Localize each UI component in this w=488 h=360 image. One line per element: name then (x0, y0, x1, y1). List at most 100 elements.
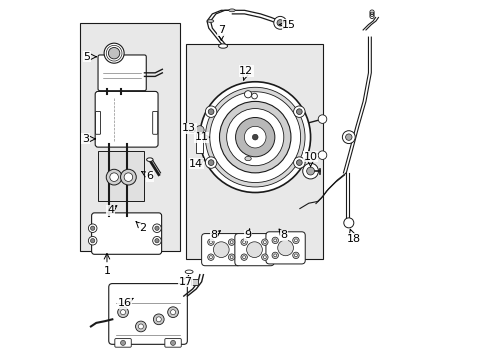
Circle shape (209, 92, 300, 183)
Ellipse shape (228, 9, 235, 12)
Circle shape (292, 237, 299, 244)
Circle shape (261, 239, 267, 246)
Bar (196, 132, 203, 153)
Circle shape (246, 242, 262, 257)
Circle shape (261, 254, 267, 260)
Circle shape (230, 241, 233, 244)
FancyBboxPatch shape (115, 339, 131, 347)
Circle shape (213, 242, 229, 257)
Text: 2: 2 (139, 223, 146, 233)
Circle shape (124, 173, 132, 181)
Circle shape (241, 254, 247, 260)
Circle shape (90, 226, 95, 230)
Circle shape (207, 239, 214, 246)
Text: 7: 7 (217, 25, 224, 35)
FancyBboxPatch shape (152, 111, 157, 134)
Circle shape (252, 134, 258, 140)
Ellipse shape (218, 44, 227, 48)
Circle shape (342, 131, 354, 144)
Text: 5: 5 (83, 52, 90, 62)
Circle shape (293, 157, 305, 168)
Circle shape (277, 240, 293, 256)
Circle shape (208, 109, 214, 114)
Circle shape (263, 256, 266, 258)
Text: 10: 10 (303, 152, 317, 162)
Text: 15: 15 (282, 19, 296, 30)
Circle shape (244, 126, 265, 148)
Circle shape (207, 254, 214, 260)
Text: 12: 12 (239, 66, 253, 76)
Circle shape (155, 239, 159, 243)
Circle shape (110, 173, 118, 181)
Circle shape (205, 157, 216, 168)
Text: 8: 8 (280, 230, 287, 240)
Circle shape (276, 19, 283, 26)
Circle shape (156, 317, 161, 322)
FancyBboxPatch shape (95, 111, 101, 134)
Circle shape (230, 256, 233, 258)
Circle shape (318, 151, 326, 159)
Circle shape (273, 239, 276, 242)
Circle shape (228, 254, 234, 260)
Circle shape (271, 237, 278, 244)
Circle shape (200, 82, 310, 193)
Circle shape (343, 218, 353, 228)
Text: 11: 11 (194, 132, 208, 142)
Circle shape (209, 241, 212, 244)
Circle shape (104, 43, 124, 63)
Text: 17: 17 (178, 277, 192, 287)
FancyBboxPatch shape (201, 234, 241, 266)
Text: 8: 8 (210, 230, 217, 240)
Circle shape (242, 256, 245, 258)
Circle shape (118, 307, 128, 318)
Circle shape (108, 48, 120, 59)
Circle shape (152, 237, 161, 245)
FancyBboxPatch shape (164, 339, 181, 347)
Circle shape (152, 224, 161, 233)
Circle shape (153, 314, 164, 325)
Text: 16: 16 (118, 298, 132, 308)
Circle shape (292, 252, 299, 258)
Circle shape (263, 241, 266, 244)
Circle shape (219, 102, 290, 173)
Circle shape (273, 17, 286, 29)
Circle shape (170, 341, 175, 345)
Circle shape (121, 310, 125, 315)
Text: 4: 4 (107, 205, 114, 215)
Text: 13: 13 (182, 123, 196, 133)
Text: 3: 3 (82, 134, 89, 144)
Circle shape (135, 321, 146, 332)
Bar (190, 279, 198, 285)
Bar (80, 23, 180, 251)
Ellipse shape (244, 157, 251, 161)
FancyBboxPatch shape (234, 234, 274, 266)
Circle shape (88, 224, 97, 233)
Ellipse shape (146, 158, 153, 161)
FancyBboxPatch shape (98, 55, 146, 91)
Circle shape (293, 106, 305, 117)
Circle shape (121, 341, 125, 345)
Circle shape (167, 307, 178, 318)
Text: 18: 18 (346, 234, 360, 244)
Circle shape (228, 239, 234, 246)
Circle shape (318, 115, 326, 123)
Circle shape (170, 310, 175, 315)
Bar (185, 44, 323, 258)
Circle shape (345, 134, 351, 140)
Text: 9: 9 (244, 230, 251, 240)
Circle shape (155, 226, 159, 230)
Circle shape (251, 93, 257, 99)
FancyBboxPatch shape (91, 213, 162, 254)
Circle shape (294, 254, 297, 257)
Circle shape (205, 106, 216, 117)
Circle shape (242, 241, 245, 244)
Circle shape (208, 160, 214, 166)
Circle shape (138, 324, 143, 329)
Ellipse shape (207, 19, 213, 22)
Bar (98, 152, 144, 202)
Circle shape (195, 126, 203, 134)
Circle shape (209, 256, 212, 258)
Circle shape (235, 117, 274, 157)
Circle shape (241, 239, 247, 246)
Circle shape (205, 87, 305, 187)
